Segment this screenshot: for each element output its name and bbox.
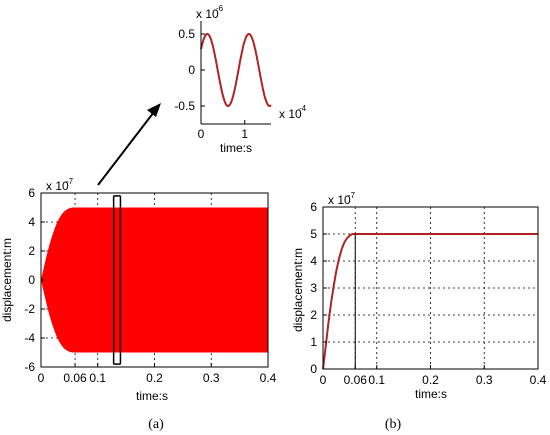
chart-b-ylabel: displacement:m <box>291 248 305 332</box>
chart-a-inset-xlabel: time:s <box>220 141 252 155</box>
chart-b-xtick-label: 0.4 <box>530 373 547 387</box>
chart-a-xtick-label: 0.1 <box>89 371 106 385</box>
chart-a-xtick-label: 0.3 <box>203 371 220 385</box>
chart-a-xtick-label: 0.2 <box>146 371 163 385</box>
chart-a-inset-ytick-label: 0.5 <box>178 27 195 41</box>
chart-b-line <box>322 233 538 370</box>
chart-a-ytick-label: -4 <box>24 331 35 345</box>
chart-a-xlabel: time:s <box>136 389 168 403</box>
chart-b-ytick-label: 4 <box>310 254 317 268</box>
chart-a-ytick-label: 4 <box>28 215 35 229</box>
chart-a-inset-y-exponent: x 10 <box>196 7 219 21</box>
chart-a-ytick-label: -6 <box>24 360 35 374</box>
chart-b-xtick-label: 0.06 <box>344 373 368 387</box>
chart-a-xtick-label: 0 <box>38 371 45 385</box>
chart-b-y-exponent-power: -7 <box>348 191 356 200</box>
chart-b-xlabel: time:s <box>415 387 447 401</box>
chart-a-zoom-box <box>112 195 122 365</box>
chart-b-xtick-label: 0.3 <box>476 373 493 387</box>
chart-b-xtick-label: 0.2 <box>422 373 439 387</box>
chart-a-ylabel: displacement:m <box>0 238 14 322</box>
chart-a-inset-ytick-label: -0.5 <box>174 99 195 113</box>
chart-a-area <box>41 207 268 353</box>
chart-a-y-exponent: x 10 <box>46 179 69 193</box>
chart-a-inset-xtick-label: 1 <box>241 127 248 141</box>
chart-a-y-exponent-power: -7 <box>66 177 74 186</box>
chart-b-xtick-label: 0.1 <box>368 373 385 387</box>
chart-b-ytick-label: 5 <box>310 227 317 241</box>
chart-a: 0 0.06 0.1 0.2 0.3 0.4 -6 -4 -2 0 2 4 6 x 10 -7 time… <box>0 177 277 432</box>
chart-b-ticks: 0 0.06 0.1 0.2 0.3 0.4 0 1 2 3 4 5 6 <box>310 200 546 387</box>
chart-a-inset-line <box>200 33 272 108</box>
chart-a-ytick-label: -2 <box>24 302 35 316</box>
chart-b-xtick-label: 0 <box>320 373 327 387</box>
chart-a-inset-xtick-label: 0 <box>198 127 205 141</box>
chart-a-inset-ytick-label: 0 <box>188 63 195 77</box>
chart-a-xtick-label: 0.06 <box>63 371 87 385</box>
chart-a-ytick-label: 6 <box>28 186 35 200</box>
chart-a-xtick-label: 0.4 <box>260 371 277 385</box>
chart-b-ytick-label: 0 <box>310 362 317 376</box>
chart-b-ytick-label: 2 <box>310 308 317 322</box>
zoom-arrow <box>97 103 161 186</box>
chart-a-inset-x-exponent-power: -4 <box>299 104 307 113</box>
chart-a-inset-ticks: 0 10.50-0.5 <box>174 27 248 141</box>
chart-b-ytick-label: 1 <box>310 335 317 349</box>
chart-a-ytick-label: 0 <box>28 273 35 287</box>
chart-a-inset: 0 10.50-0.5 x 10 -6 x 10 -4 time:s <box>174 4 306 155</box>
chart-b-y-exponent: x 10 <box>328 193 351 207</box>
chart-a-inset-x-exponent: x 10 <box>279 107 302 121</box>
chart-b-ytick-label: 3 <box>310 281 317 295</box>
chart-a-caption: (a) <box>148 417 164 432</box>
chart-b-caption: (b) <box>385 417 402 432</box>
chart-b-ytick-label: 6 <box>310 200 317 214</box>
chart-a-ytick-label: 2 <box>28 244 35 258</box>
chart-a-ticks: 0 0.06 0.1 0.2 0.3 0.4 -6 -4 -2 0 2 4 6 <box>24 186 276 385</box>
chart-a-inset-y-exponent-power: -6 <box>216 4 224 13</box>
